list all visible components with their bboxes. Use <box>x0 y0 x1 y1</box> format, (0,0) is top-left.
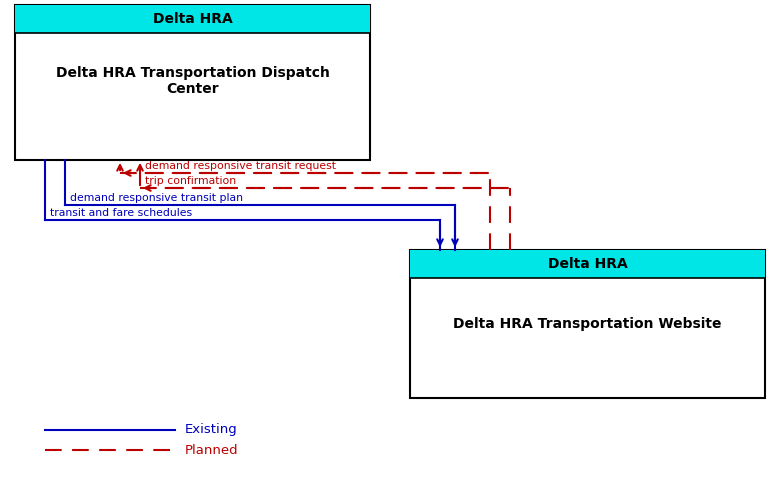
Bar <box>15 5 370 160</box>
Bar <box>410 250 765 278</box>
Text: Delta HRA: Delta HRA <box>547 257 627 271</box>
Bar <box>15 5 370 33</box>
Text: demand responsive transit plan: demand responsive transit plan <box>70 193 243 203</box>
Text: Existing: Existing <box>185 424 238 437</box>
Text: transit and fare schedules: transit and fare schedules <box>50 208 192 218</box>
Text: Planned: Planned <box>185 443 239 456</box>
Text: demand responsive transit request: demand responsive transit request <box>145 161 336 171</box>
Bar <box>410 250 765 398</box>
Text: trip confirmation: trip confirmation <box>145 176 236 186</box>
Text: Delta HRA: Delta HRA <box>152 12 232 26</box>
Text: Delta HRA Transportation Dispatch
Center: Delta HRA Transportation Dispatch Center <box>56 66 329 97</box>
Text: Delta HRA Transportation Website: Delta HRA Transportation Website <box>454 316 722 330</box>
